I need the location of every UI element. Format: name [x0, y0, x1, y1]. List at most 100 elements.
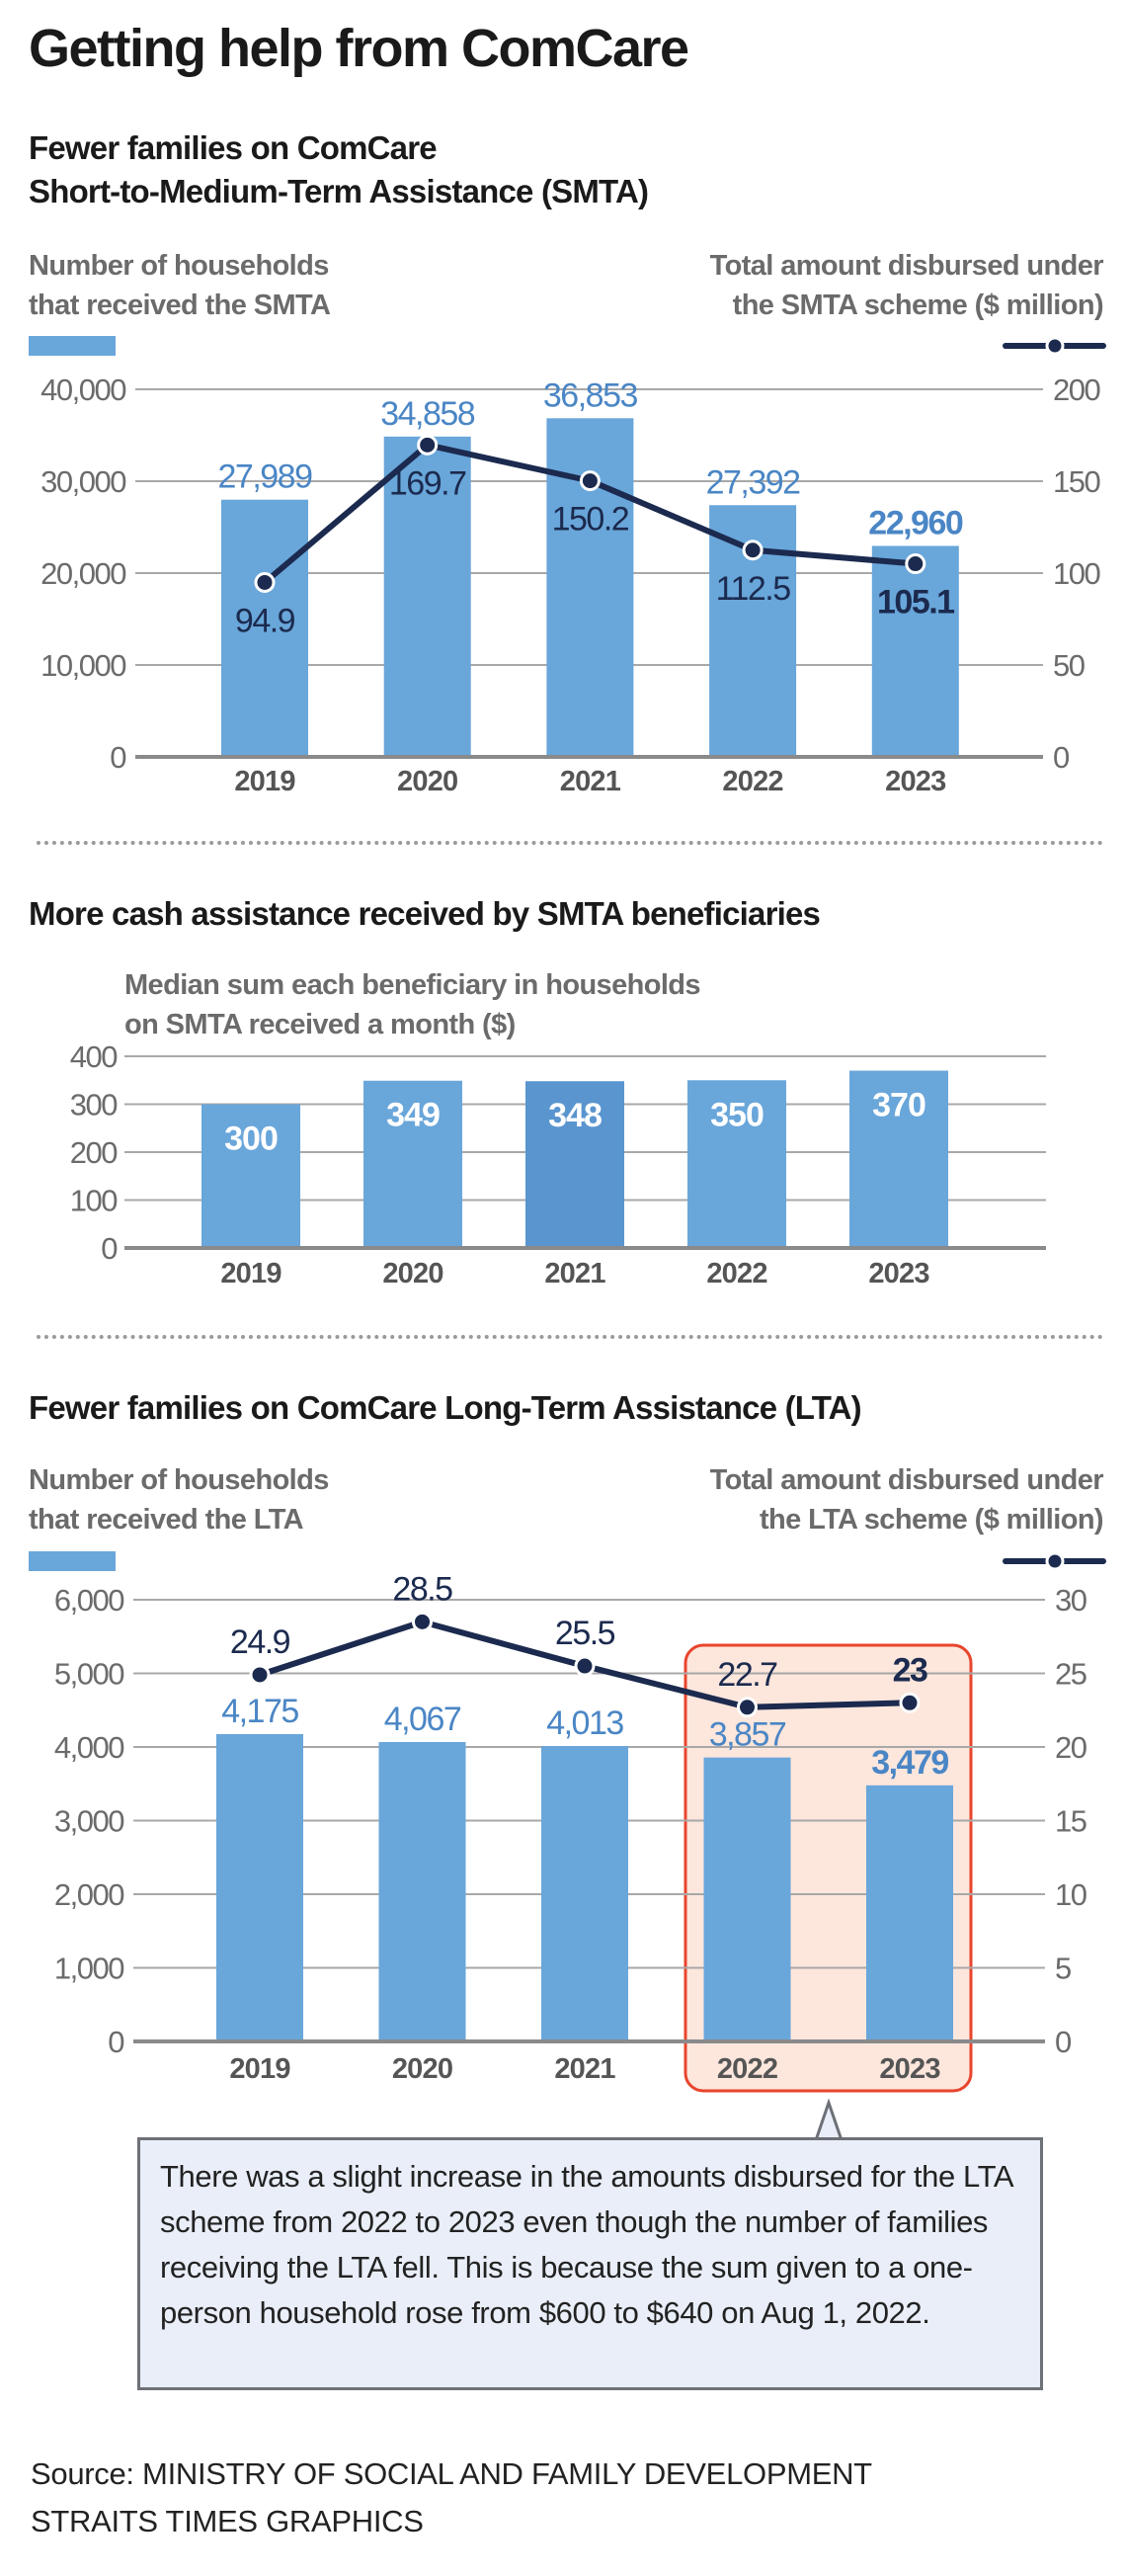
chart2-axis-label: Median sum each beneficiary in household…	[124, 965, 701, 1044]
left-tick-label: 2,000	[54, 1877, 124, 1912]
bar-value-label: 22,960	[868, 504, 963, 541]
line-point	[574, 1655, 596, 1677]
line-point	[742, 540, 764, 561]
bar	[866, 1785, 953, 2039]
legend-label-line: Number of households	[29, 1464, 329, 1496]
category-label: 2021	[554, 2053, 615, 2085]
source-line: Source: MINISTRY OF SOCIAL AND FAMILY DE…	[31, 2456, 872, 2491]
section-divider	[37, 841, 1103, 845]
category-label: 2020	[382, 1258, 442, 1289]
section-divider	[37, 1335, 1103, 1339]
axis-label-line: Median sum each beneficiary in household…	[124, 969, 701, 1001]
category-label: 2023	[868, 1258, 929, 1289]
bar	[216, 1733, 303, 2039]
right-tick-label: 50	[1053, 648, 1086, 683]
callout-pointer	[814, 2098, 844, 2141]
chart2-title: More cash assistance received by SMTA be…	[29, 895, 821, 932]
right-tick-label: 150	[1053, 464, 1100, 499]
line-value-label: 150.2	[552, 501, 629, 539]
chart1-title: Fewer families on ComCare	[29, 129, 438, 166]
legend-label-line: that received the SMTA	[29, 290, 331, 321]
line-value-label: 24.9	[230, 1623, 290, 1661]
line-value-label: 28.5	[392, 1570, 452, 1608]
tick-label: 300	[70, 1088, 118, 1122]
category-label: 2019	[234, 766, 295, 797]
bar-value-label: 27,392	[706, 463, 801, 501]
bar-value-label: 3,479	[871, 1744, 948, 1782]
bar-value-label: 370	[872, 1087, 925, 1124]
line-value-label: 169.7	[389, 464, 466, 502]
legend-label-line: the LTA scheme ($ million)	[759, 1504, 1104, 1536]
line-point	[899, 1692, 921, 1713]
right-tick-label: 20	[1055, 1730, 1087, 1765]
tick-label: 400	[70, 1039, 118, 1074]
right-tick-label: 25	[1055, 1657, 1086, 1692]
line-point	[412, 1611, 433, 1632]
legend-label-line: that received the LTA	[29, 1504, 304, 1536]
line-value-label: 22.7	[717, 1656, 777, 1694]
bar-value-label: 350	[710, 1096, 764, 1133]
category-label: 2022	[717, 2053, 777, 2085]
bar-value-label: 36,853	[543, 376, 638, 414]
left-tick-label: 4,000	[54, 1730, 124, 1765]
bar	[703, 1757, 791, 2039]
left-tick-label: 1,000	[54, 1952, 124, 1986]
category-label: 2019	[229, 2053, 290, 2085]
chart1-right-axis-label: Total amount disbursed under the SMTA sc…	[709, 246, 1104, 325]
right-tick-label: 5	[1055, 1952, 1071, 1986]
chart2: 0 100 200 300 400 300 2019 349 2020 348 2021 350 202…	[70, 1039, 1046, 1289]
bar	[525, 1081, 624, 1246]
left-tick-label: 3,000	[54, 1804, 124, 1839]
tick-label: 0	[101, 1231, 118, 1266]
legend-label-line: the SMTA scheme ($ million)	[732, 290, 1104, 321]
left-tick-label: 20,000	[40, 556, 126, 591]
left-tick-label: 10,000	[40, 648, 126, 683]
right-tick-label: 10	[1055, 1877, 1087, 1912]
right-tick-label: 0	[1055, 2025, 1072, 2059]
legend-label-line: Total amount disbursed under	[709, 1464, 1104, 1496]
bar	[687, 1080, 786, 1246]
legend-dot	[1045, 1551, 1065, 1571]
chart1-left-axis-label: Number of households that received the S…	[29, 246, 331, 325]
left-tick-label: 40,000	[40, 373, 126, 407]
bar-value-label: 27,989	[218, 458, 313, 496]
legend-label-line: Number of households	[29, 250, 329, 282]
axis-label-line: on SMTA received a month ($)	[124, 1009, 516, 1040]
bar-value-label: 4,175	[221, 1693, 298, 1730]
bar	[383, 436, 471, 755]
line-value-label: 94.9	[235, 602, 295, 639]
bar	[541, 1746, 628, 2039]
line-point	[417, 434, 439, 456]
left-tick-label: 0	[110, 740, 126, 775]
right-tick-label: 0	[1053, 740, 1070, 775]
legend-label-line: Total amount disbursed under	[709, 250, 1104, 282]
line-point	[905, 553, 926, 575]
line-point	[579, 470, 601, 492]
category-label: 2022	[722, 766, 782, 797]
bar-value-label: 300	[224, 1121, 278, 1158]
line-point	[249, 1664, 271, 1686]
category-label: 2020	[392, 2053, 452, 2085]
line-legend-icon	[1003, 336, 1106, 356]
bar	[849, 1070, 948, 1246]
bar	[363, 1080, 462, 1246]
bar-value-label: 349	[386, 1097, 440, 1134]
annotation-callout: There was a slight increase in the amoun…	[137, 2137, 1043, 2390]
tick-label: 200	[70, 1135, 118, 1170]
bar-value-label: 3,857	[709, 1716, 786, 1754]
chart3: 0 0 1,000 5 2,000 10 3,000 15 4,000 20 5,000 25 6,00…	[54, 1570, 1088, 2085]
bar	[378, 1742, 466, 2039]
category-label: 2023	[885, 766, 946, 797]
bar-value-label: 34,858	[380, 395, 475, 433]
line-value-label: 25.5	[555, 1615, 615, 1652]
category-label: 2021	[560, 766, 621, 797]
credit-line: STRAITS TIMES GRAPHICS	[31, 2504, 424, 2538]
bar	[221, 499, 308, 755]
bar-value-label: 348	[548, 1097, 602, 1134]
category-label: 2022	[706, 1258, 766, 1289]
right-tick-label: 30	[1055, 1583, 1087, 1618]
left-tick-label: 0	[108, 2025, 124, 2059]
bar-value-label: 4,067	[384, 1701, 461, 1738]
chart3-bar-legend-swatch	[29, 1551, 116, 1571]
